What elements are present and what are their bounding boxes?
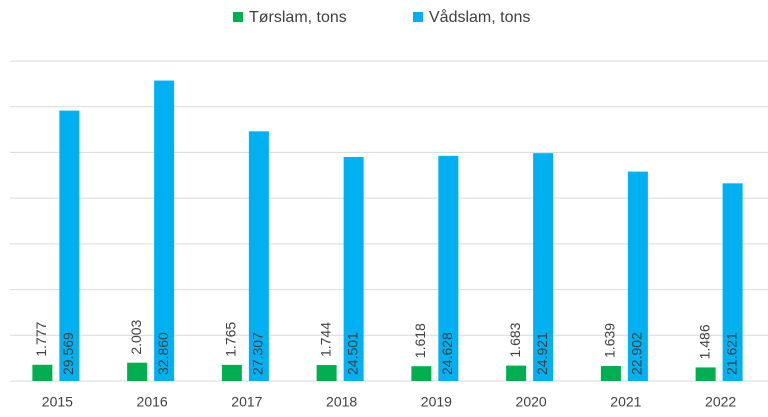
value-label: 1.486	[696, 324, 712, 359]
bar	[722, 183, 743, 381]
x-tick-label: 2016	[137, 394, 168, 410]
value-label: 1.744	[317, 322, 333, 357]
legend-swatch	[413, 12, 423, 22]
x-tick-label: 2017	[231, 394, 262, 410]
value-label: 24.628	[439, 332, 455, 375]
bar	[411, 366, 432, 381]
value-label: 22.902	[629, 332, 645, 375]
x-tick-label: 2015	[42, 394, 73, 410]
x-tick-label: 2018	[326, 394, 357, 410]
x-tick-label: 2022	[705, 394, 736, 410]
bar	[600, 366, 621, 381]
value-label: 24.921	[534, 332, 550, 375]
legend-swatch	[233, 12, 243, 22]
bar	[59, 110, 80, 382]
bar	[438, 155, 459, 381]
value-label: 1.618	[412, 323, 428, 358]
x-tick-label: 2020	[516, 394, 547, 410]
bar	[695, 367, 716, 381]
bar	[627, 171, 648, 381]
bar	[32, 364, 53, 381]
bar	[248, 131, 269, 381]
value-label: 21.621	[723, 332, 739, 375]
value-label: 1.765	[223, 322, 239, 357]
bar	[154, 80, 175, 382]
bar	[221, 364, 242, 381]
value-label: 1.777	[33, 322, 49, 357]
bar	[316, 365, 337, 381]
value-label: 1.683	[507, 322, 523, 357]
bar	[506, 365, 527, 381]
value-label: 27.307	[250, 332, 266, 375]
value-label: 32.860	[155, 332, 171, 375]
legend-label: Tørslam, tons	[249, 9, 347, 26]
value-label: 24.501	[344, 332, 360, 375]
x-tick-label: 2021	[610, 394, 641, 410]
bar	[533, 153, 554, 381]
bar	[343, 156, 364, 381]
legend-label: Vådslam, tons	[429, 8, 530, 26]
x-tick-label: 2019	[421, 394, 452, 410]
bar	[127, 362, 148, 381]
value-label: 1.639	[602, 323, 618, 358]
value-label: 29.569	[60, 332, 76, 375]
value-label: 2.003	[128, 319, 144, 354]
